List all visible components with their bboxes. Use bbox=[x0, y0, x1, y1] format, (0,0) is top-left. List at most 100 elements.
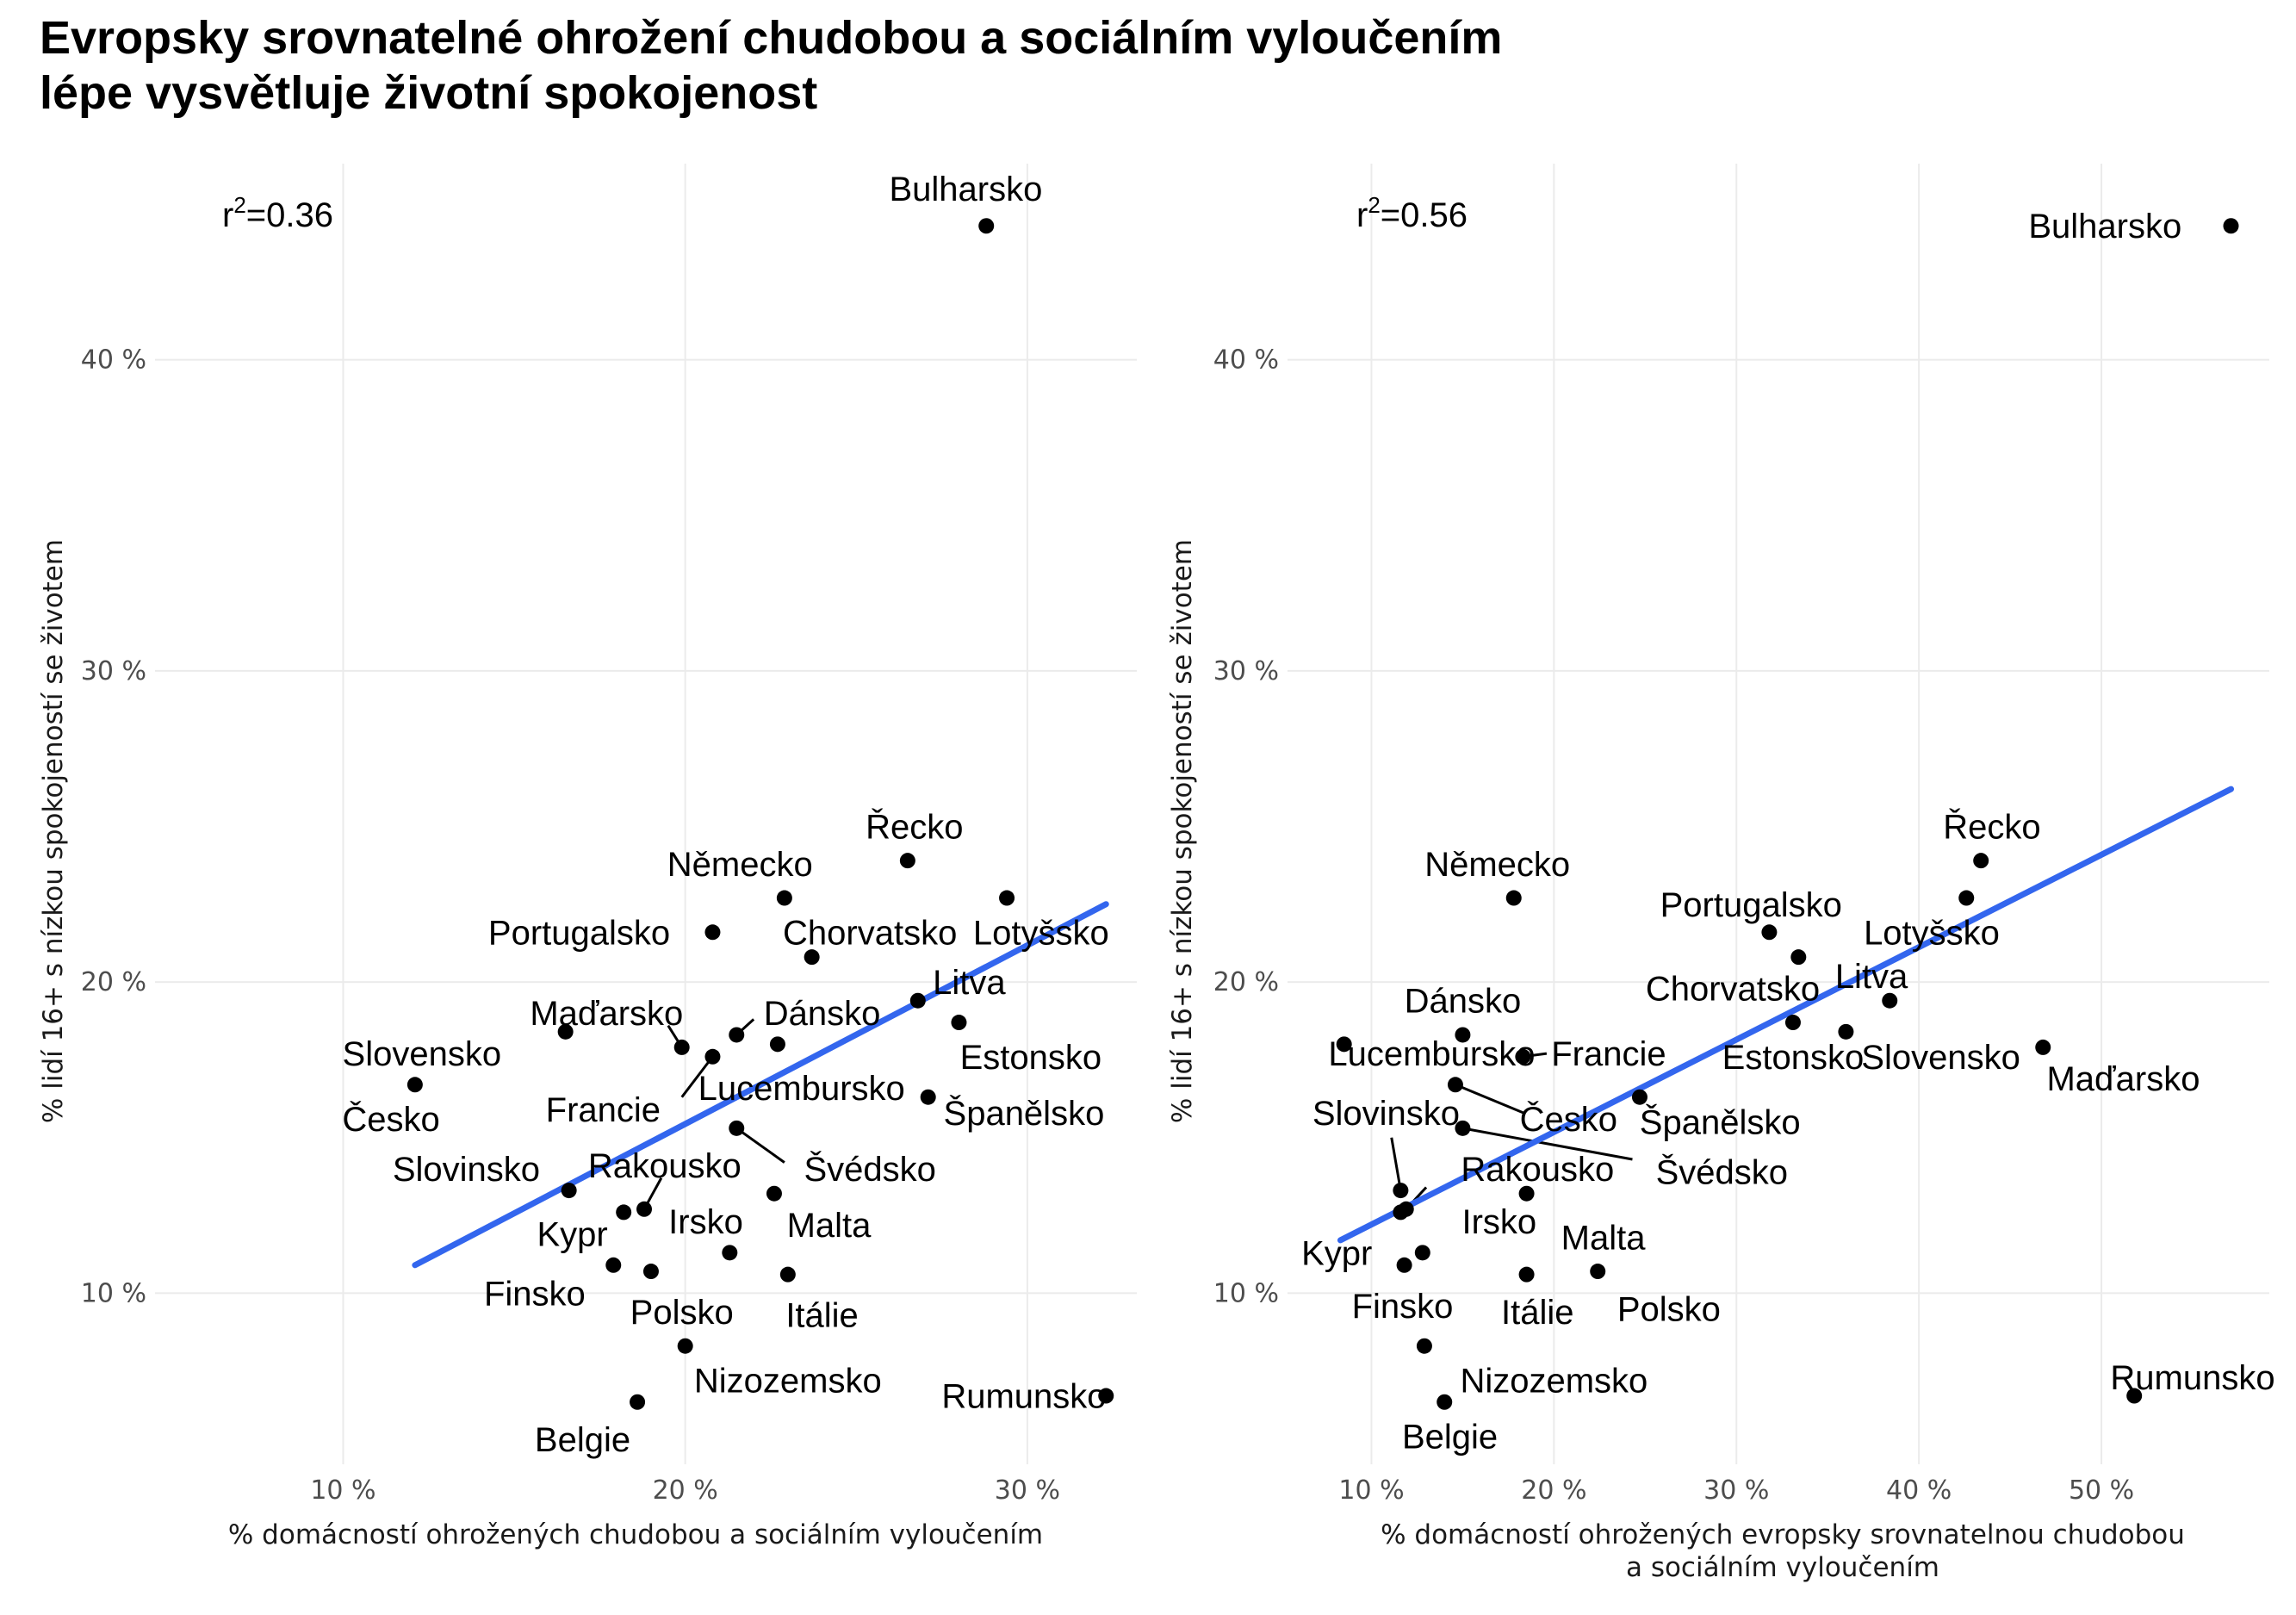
point-label: Malta bbox=[787, 1207, 872, 1245]
y-tick-label: 40 % bbox=[81, 345, 146, 376]
data-point bbox=[605, 1257, 622, 1273]
data-point bbox=[642, 1264, 659, 1280]
regression-line bbox=[1337, 786, 2235, 1244]
data-point bbox=[630, 1394, 646, 1410]
point-label: Dánsko bbox=[764, 995, 881, 1033]
data-point bbox=[561, 1183, 577, 1199]
data-point bbox=[1958, 890, 1975, 906]
x-tick-label: 30 % bbox=[1703, 1475, 1769, 1506]
data-point bbox=[1973, 853, 1989, 869]
data-point bbox=[729, 1027, 745, 1043]
data-point bbox=[978, 218, 995, 234]
chart-title: Evropsky srovnatelné ohrožení chudobou a… bbox=[40, 10, 1502, 121]
data-point bbox=[999, 890, 1015, 906]
point-label: Maďarsko bbox=[2046, 1060, 2200, 1098]
point-label: Lotyšsko bbox=[973, 914, 1109, 952]
point-label: Francie bbox=[1551, 1035, 1666, 1073]
data-point bbox=[1098, 1388, 1114, 1404]
data-point bbox=[1631, 1089, 1648, 1105]
point-label: Itálie bbox=[785, 1297, 859, 1335]
x-axis-title: % domácností ohrožených evropsky srovnat… bbox=[1381, 1519, 2185, 1583]
data-point bbox=[1761, 924, 1778, 941]
point-label: Bulharsko bbox=[889, 171, 1042, 208]
data-point bbox=[776, 890, 792, 906]
label-leader-line bbox=[1455, 1083, 1523, 1115]
y-tick-label: 20 % bbox=[81, 967, 146, 997]
point-label: Bulharsko bbox=[2028, 208, 2181, 245]
data-point bbox=[616, 1204, 632, 1221]
data-point bbox=[951, 1015, 967, 1031]
y-axis-title: % lidí 16+ s nízkou spokojeností se živo… bbox=[1167, 539, 1198, 1123]
x-tick-label: 40 % bbox=[1886, 1475, 1952, 1506]
data-point bbox=[704, 1048, 721, 1065]
data-point bbox=[766, 1185, 782, 1202]
data-point bbox=[677, 1338, 693, 1354]
y-tick-label: 20 % bbox=[1213, 967, 1279, 997]
data-point bbox=[2223, 218, 2239, 234]
data-point bbox=[722, 1245, 738, 1261]
point-label: Slovinsko bbox=[393, 1151, 540, 1189]
regression-line bbox=[412, 901, 1109, 1269]
point-label: Irsko bbox=[1461, 1203, 1536, 1241]
scatter-panel-2: 10 % 20 % 30 % 40 % 50 % 10 % 20 % 30 % 40 % % do… bbox=[1167, 164, 2275, 1583]
point-label: Španělsko bbox=[944, 1094, 1105, 1133]
data-point bbox=[557, 1023, 574, 1040]
point-label: Belgie bbox=[1402, 1418, 1498, 1456]
r-squared-label: r2=0.36 bbox=[222, 192, 333, 234]
point-label: Finsko bbox=[484, 1275, 586, 1313]
point-label: Estonsko bbox=[1722, 1039, 1865, 1077]
data-point bbox=[1437, 1394, 1453, 1410]
point-label: Slovensko bbox=[1861, 1039, 2020, 1077]
point-label: Řecko bbox=[866, 807, 963, 846]
point-label: Lucembursko bbox=[698, 1070, 905, 1108]
point-label: Nizozemsko bbox=[1460, 1362, 1648, 1400]
data-point bbox=[899, 853, 915, 869]
point-label: Rakousko bbox=[588, 1147, 742, 1185]
y-axis-title: % lidí 16+ s nízkou spokojeností se živo… bbox=[38, 539, 69, 1123]
point-label: Litva bbox=[933, 964, 1006, 1002]
data-point bbox=[1455, 1120, 1471, 1136]
data-point bbox=[1393, 1183, 1409, 1199]
point-label: Německo bbox=[667, 846, 813, 884]
x-tick-label: 10 % bbox=[1338, 1475, 1404, 1506]
y-tick-label: 40 % bbox=[1213, 345, 1279, 376]
point-label: Portugalsko bbox=[488, 914, 670, 952]
y-tick-label: 30 % bbox=[1213, 656, 1279, 686]
point-label: Rumunsko bbox=[941, 1378, 1106, 1416]
point-label: Malta bbox=[1561, 1219, 1647, 1257]
point-label: Finsko bbox=[1352, 1288, 1454, 1326]
x-axis-title: % domácností ohrožených chudobou a sociá… bbox=[228, 1519, 1043, 1550]
point-label: Maďarsko bbox=[530, 995, 683, 1033]
data-point bbox=[1455, 1027, 1471, 1043]
point-label: Portugalsko bbox=[1660, 886, 1842, 924]
data-point bbox=[1590, 1264, 1606, 1280]
scatter-panel-1: 10 % 20 % 30 % 10 % 20 % 30 % 40 % % domácností… bbox=[38, 164, 1137, 1550]
data-point bbox=[769, 1036, 785, 1053]
point-label: Lucembursko bbox=[1328, 1035, 1535, 1073]
point-label: Francie bbox=[546, 1091, 661, 1129]
data-point bbox=[636, 1201, 653, 1217]
data-point bbox=[2126, 1388, 2143, 1404]
point-label: Rakousko bbox=[1461, 1151, 1614, 1189]
point-label: Kypr bbox=[537, 1216, 607, 1254]
data-point bbox=[1414, 1245, 1430, 1261]
label-leader-line bbox=[1462, 1127, 1633, 1161]
data-point bbox=[1838, 1023, 1854, 1040]
data-point bbox=[1396, 1257, 1412, 1273]
point-label: Kypr bbox=[1301, 1234, 1372, 1272]
data-point bbox=[1447, 1077, 1463, 1093]
point-label: Rumunsko bbox=[2110, 1359, 2274, 1397]
point-label: Estonsko bbox=[960, 1039, 1102, 1077]
chart-title-line1: Evropsky srovnatelné ohrožení chudobou a… bbox=[40, 12, 1503, 64]
point-label: Polsko bbox=[630, 1294, 734, 1332]
y-tick-label: 30 % bbox=[81, 656, 146, 686]
data-point bbox=[1393, 1204, 1409, 1221]
x-tick-label: 30 % bbox=[995, 1475, 1060, 1506]
data-point bbox=[920, 1089, 936, 1105]
point-label: Polsko bbox=[1617, 1290, 1721, 1328]
data-point bbox=[1790, 949, 1807, 966]
data-point bbox=[1336, 1036, 1352, 1053]
point-label: Česko bbox=[342, 1100, 439, 1139]
data-point bbox=[704, 924, 721, 941]
data-point bbox=[909, 992, 926, 1009]
